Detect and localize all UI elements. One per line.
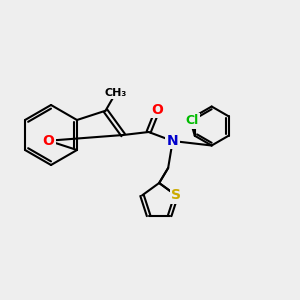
- Text: Cl: Cl: [185, 114, 198, 127]
- Text: N: N: [167, 134, 178, 148]
- Text: CH₃: CH₃: [105, 88, 127, 98]
- Text: S: S: [171, 188, 181, 203]
- Text: O: O: [43, 134, 54, 148]
- Text: O: O: [152, 103, 164, 116]
